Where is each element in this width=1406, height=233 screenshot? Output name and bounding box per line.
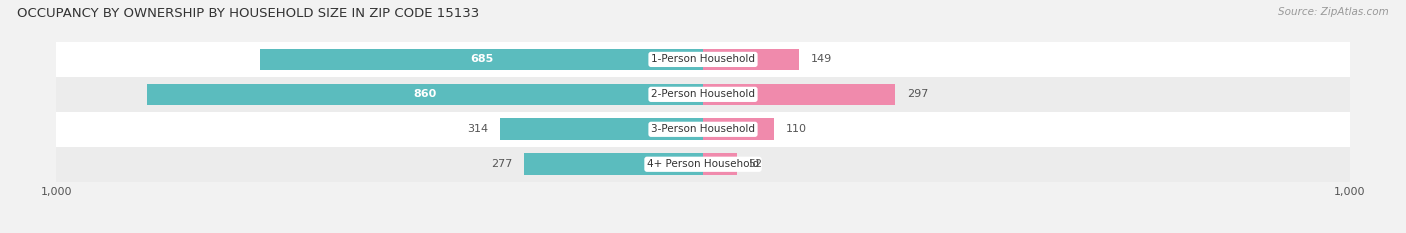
Text: 277: 277 bbox=[491, 159, 512, 169]
Text: 52: 52 bbox=[748, 159, 762, 169]
Bar bbox=[56, 42, 1350, 77]
Text: 1-Person Household: 1-Person Household bbox=[651, 55, 755, 64]
Text: 3-Person Household: 3-Person Household bbox=[651, 124, 755, 134]
Text: 685: 685 bbox=[470, 55, 494, 64]
Bar bbox=[56, 147, 1350, 182]
Text: 149: 149 bbox=[811, 55, 832, 64]
Bar bbox=[56, 112, 1350, 147]
Text: 860: 860 bbox=[413, 89, 436, 99]
Bar bbox=[260, 49, 703, 70]
Text: Source: ZipAtlas.com: Source: ZipAtlas.com bbox=[1278, 7, 1389, 17]
Bar bbox=[703, 118, 775, 140]
Bar bbox=[501, 118, 703, 140]
Text: 314: 314 bbox=[467, 124, 488, 134]
Text: 2-Person Household: 2-Person Household bbox=[651, 89, 755, 99]
Bar bbox=[703, 49, 800, 70]
Text: 297: 297 bbox=[907, 89, 928, 99]
Text: 110: 110 bbox=[786, 124, 807, 134]
Bar bbox=[56, 77, 1350, 112]
Bar bbox=[703, 84, 896, 105]
Text: 4+ Person Household: 4+ Person Household bbox=[647, 159, 759, 169]
Bar bbox=[146, 84, 703, 105]
Text: OCCUPANCY BY OWNERSHIP BY HOUSEHOLD SIZE IN ZIP CODE 15133: OCCUPANCY BY OWNERSHIP BY HOUSEHOLD SIZE… bbox=[17, 7, 479, 20]
Bar bbox=[524, 154, 703, 175]
Bar bbox=[703, 154, 737, 175]
